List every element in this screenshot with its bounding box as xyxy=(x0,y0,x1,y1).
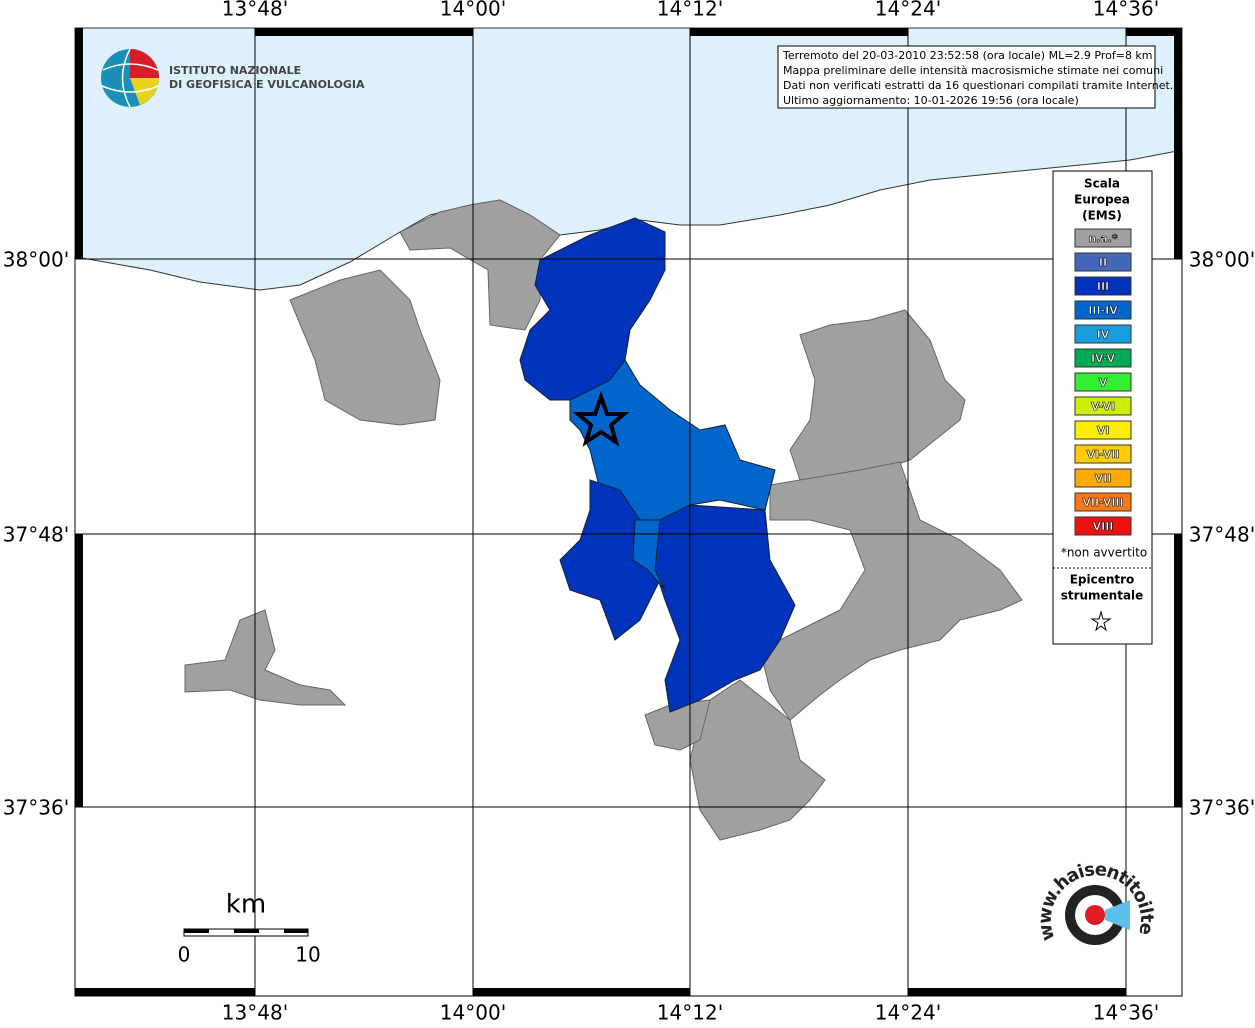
legend-title: Scala xyxy=(1084,177,1120,191)
legend-swatch xyxy=(1074,228,1132,248)
lon-label: 14°24' xyxy=(875,1001,941,1025)
legend-star xyxy=(1090,610,1112,632)
lon-label: 14°00' xyxy=(440,0,506,21)
logo-segment xyxy=(130,49,159,78)
scale-label: 10 xyxy=(295,943,320,967)
frame-tick xyxy=(255,28,473,36)
municipality xyxy=(632,519,666,591)
legend-epicenter: Epicentro xyxy=(1070,573,1135,587)
epicenter-star xyxy=(572,390,630,447)
lon-label: 14°36' xyxy=(1093,0,1159,21)
logo-lines xyxy=(101,48,159,108)
logo-text: DI GEOFISICA E VULCANOLOGIA xyxy=(169,78,365,91)
info-line: Mappa preliminare delle intensità macros… xyxy=(783,64,1163,77)
scale-unit: km xyxy=(226,890,266,920)
legend-swatch xyxy=(1074,444,1132,464)
legend-title: Europea xyxy=(1074,193,1130,207)
info-line: Terremoto del 20-03-2010 23:52:58 (ora l… xyxy=(782,49,1153,62)
lat-label: 38°00' xyxy=(1189,248,1255,272)
lon-label: 14°24' xyxy=(875,0,941,21)
lat-label: 37°36' xyxy=(3,796,69,820)
frame-ticks xyxy=(75,28,1182,996)
legend-swatch xyxy=(1074,348,1132,368)
lon-label: 14°12' xyxy=(657,0,723,21)
lon-label: 14°00' xyxy=(440,1001,506,1025)
legend-swatch xyxy=(1074,492,1132,512)
legend-swatch xyxy=(1074,372,1132,392)
scale-segment xyxy=(234,929,259,933)
legend-swatch xyxy=(1074,276,1132,296)
municipality xyxy=(759,461,1023,721)
legend-label: VII xyxy=(1095,472,1112,485)
legend-note: *non avvertito xyxy=(1061,546,1147,560)
legend-swatch xyxy=(1074,516,1132,536)
legend-epicenter: strumentale xyxy=(1061,589,1144,603)
frame-tick xyxy=(1126,28,1182,36)
municipality xyxy=(184,609,347,706)
legend-label: II xyxy=(1099,256,1107,269)
legend-swatch xyxy=(1074,396,1132,416)
lon-label: 13°48' xyxy=(222,0,288,21)
frame-tick xyxy=(1174,534,1182,807)
lon-labels: 13°48' 14°00' 14°12' 14°24' 14°36' 13°48… xyxy=(222,0,1159,1025)
lat-label: 37°36' xyxy=(1189,796,1255,820)
frame-tick xyxy=(908,988,1126,996)
lat-labels: 38°00' 37°48' 37°36' 38°00' 37°48' 37°36… xyxy=(3,248,1255,820)
legend-label: VIII xyxy=(1093,520,1114,533)
lon-label: 14°12' xyxy=(657,1001,723,1025)
logo-speaker xyxy=(1105,900,1130,930)
info-line: Ultimo aggiornamento: 10-01-2026 19:56 (… xyxy=(783,94,1079,107)
legend-label: V-VI xyxy=(1091,400,1115,413)
legend-title: (EMS) xyxy=(1082,209,1122,223)
frame-tick xyxy=(75,28,83,259)
scale-label: 0 xyxy=(178,943,191,967)
legend-label: V xyxy=(1099,376,1108,389)
scale-bar: km 0 10 xyxy=(178,890,321,967)
logo-dot xyxy=(1085,905,1105,925)
lon-label: 14°36' xyxy=(1093,1001,1159,1025)
legend-swatch xyxy=(1074,324,1132,344)
municipality xyxy=(289,269,441,426)
legend-swatch xyxy=(1074,468,1132,488)
ingv-logo: ISTITUTO NAZIONALE DI GEOFISICA E VULCAN… xyxy=(101,48,365,108)
scale-segment xyxy=(184,929,209,933)
frame-tick xyxy=(1174,28,1182,259)
legend-label: VI xyxy=(1097,424,1110,437)
frame-tick xyxy=(75,988,255,996)
logo-text: ISTITUTO NAZIONALE xyxy=(169,64,301,77)
lat-label: 37°48' xyxy=(1189,523,1255,547)
info-box: Terremoto del 20-03-2010 23:52:58 (ora l… xyxy=(777,45,1173,109)
legend-label: III-IV xyxy=(1088,304,1118,317)
legend-label: VII-VIII xyxy=(1082,496,1123,509)
legend-label: n.a.* xyxy=(1088,232,1118,245)
frame-tick xyxy=(473,988,690,996)
municipality xyxy=(789,309,966,481)
legend-swatch xyxy=(1074,300,1132,320)
frame-tick xyxy=(690,28,908,36)
info-frame xyxy=(777,45,1156,109)
legend-swatch xyxy=(1074,252,1132,272)
legend-swatch xyxy=(1074,420,1132,440)
legend: Scala Europea (EMS) *non avvertito Epice… xyxy=(1052,170,1153,645)
legend-label: VI-VII xyxy=(1086,448,1119,461)
legend-label: IV-V xyxy=(1091,352,1116,365)
lat-label: 37°48' xyxy=(3,523,69,547)
lat-label: 38°00' xyxy=(3,248,69,272)
info-line: Dati non verificati estratti da 16 quest… xyxy=(783,79,1173,92)
frame-tick xyxy=(75,534,83,807)
legend-label: III xyxy=(1097,280,1109,293)
lon-label: 13°48' xyxy=(222,1001,288,1025)
logo-segment xyxy=(130,78,159,105)
legend-label: IV xyxy=(1097,328,1110,341)
scale-segment xyxy=(284,929,308,933)
